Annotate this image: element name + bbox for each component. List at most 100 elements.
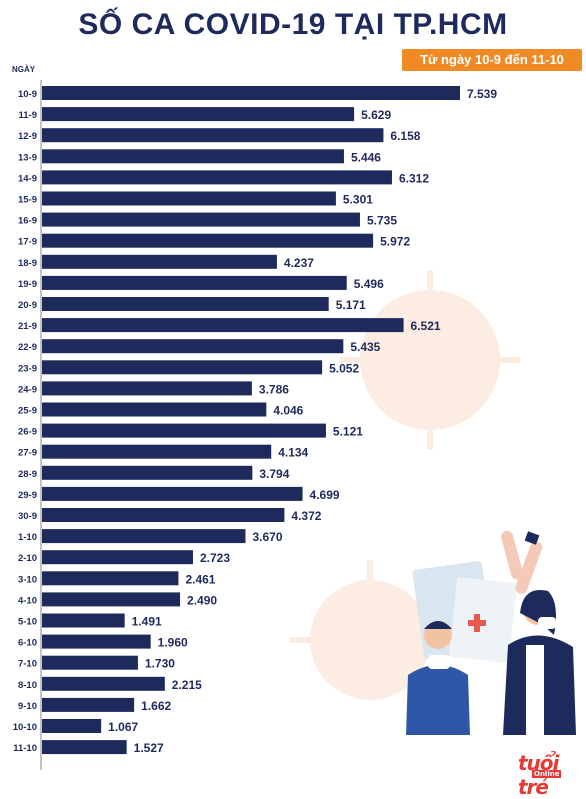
- value-label: 5.171: [336, 298, 366, 312]
- category-label: 23-9: [18, 363, 37, 374]
- value-label: 1.730: [145, 657, 175, 671]
- category-label: 7-10: [18, 659, 37, 670]
- bar: [42, 297, 329, 311]
- value-label: 2.490: [187, 593, 217, 607]
- y-axis-label: NGÀY: [12, 65, 36, 74]
- category-label: 8-10: [18, 680, 37, 691]
- value-label: 5.121: [333, 425, 363, 439]
- bar: [42, 740, 127, 755]
- value-label: 4.237: [284, 256, 314, 270]
- tuoi-tre-logo: tuổi trẻ Online: [518, 751, 562, 799]
- value-label: 5.052: [329, 361, 359, 375]
- category-label: 17-9: [18, 237, 37, 248]
- value-label: 5.301: [343, 193, 373, 207]
- category-label: 6-10: [18, 638, 37, 649]
- category-label: 1-10: [18, 532, 37, 543]
- value-label: 1.067: [108, 720, 138, 734]
- value-label: 1.491: [132, 615, 162, 629]
- bar: [42, 191, 336, 206]
- category-label: 14-9: [18, 173, 37, 184]
- bar: [42, 360, 323, 375]
- category-label: 25-9: [18, 406, 37, 417]
- category-label: 28-9: [18, 469, 37, 480]
- bar: [42, 86, 460, 100]
- value-label: 6.521: [411, 319, 441, 333]
- category-label: 19-9: [18, 279, 37, 290]
- category-label: 20-9: [18, 300, 37, 311]
- value-label: 3.670: [252, 530, 282, 544]
- bar: [42, 444, 272, 459]
- value-label: 1.527: [134, 741, 164, 755]
- category-label: 16-9: [18, 216, 37, 227]
- value-label: 3.786: [259, 382, 289, 396]
- bar: [42, 254, 277, 269]
- bar: [42, 212, 360, 227]
- value-label: 7.539: [467, 87, 497, 101]
- bar: [42, 107, 355, 122]
- value-label: 2.215: [172, 678, 202, 692]
- value-label: 1.662: [141, 699, 171, 713]
- category-label: 29-9: [18, 490, 37, 501]
- bar: [42, 613, 125, 628]
- category-label: 22-9: [18, 342, 37, 353]
- category-label: 13-9: [18, 152, 37, 163]
- value-label: 1.960: [158, 636, 188, 650]
- value-label: 5.496: [354, 277, 384, 291]
- category-label: 11-10: [13, 743, 37, 754]
- value-label: 6.312: [399, 171, 429, 185]
- bar: [42, 402, 267, 417]
- bar: [42, 529, 246, 544]
- value-label: 5.972: [380, 235, 410, 249]
- bar: [42, 697, 135, 712]
- category-label: 10-10: [13, 722, 37, 733]
- bar: [42, 719, 102, 733]
- bar: [42, 128, 384, 143]
- category-label: 3-10: [18, 574, 37, 585]
- value-label: 3.794: [259, 467, 289, 481]
- bar: [42, 508, 285, 522]
- bar: [42, 486, 303, 501]
- category-label: 4-10: [18, 595, 37, 606]
- bar: [42, 149, 344, 164]
- bar: [42, 655, 138, 670]
- bar: [42, 170, 392, 185]
- value-label: 2.723: [200, 551, 230, 565]
- bar: [42, 318, 404, 333]
- bar: [42, 275, 347, 290]
- value-label: 5.629: [361, 108, 391, 122]
- value-label: 6.158: [390, 129, 420, 143]
- value-label: 5.735: [367, 214, 397, 228]
- bar: [42, 423, 326, 438]
- value-label: 4.046: [273, 404, 303, 418]
- value-label: 5.435: [350, 340, 380, 354]
- category-label: 27-9: [18, 448, 37, 459]
- bar: [42, 339, 344, 354]
- category-label: 26-9: [18, 427, 37, 438]
- bar: [42, 550, 193, 565]
- category-label: 21-9: [18, 321, 37, 332]
- category-label: 12-9: [18, 131, 37, 142]
- bar: [42, 676, 165, 691]
- value-label: 4.699: [310, 488, 340, 502]
- category-label: 11-9: [19, 110, 38, 121]
- category-label: 24-9: [18, 384, 37, 395]
- category-label: 9-10: [18, 701, 37, 712]
- category-label: 2-10: [18, 553, 37, 564]
- value-label: 5.446: [351, 150, 381, 164]
- value-label: 4.134: [278, 446, 308, 460]
- value-label: 2.461: [185, 572, 215, 586]
- category-label: 30-9: [18, 511, 37, 522]
- category-label: 5-10: [18, 617, 37, 628]
- bar: [42, 381, 252, 396]
- category-label: 15-9: [18, 195, 37, 206]
- date-range-badge: Từ ngày 10-9 đến 11-10: [402, 49, 582, 71]
- category-label: 18-9: [18, 258, 37, 269]
- category-label: 10-9: [18, 89, 37, 100]
- bar: [42, 465, 253, 480]
- bar: [42, 592, 181, 607]
- bar: [42, 233, 374, 248]
- page-title: SỐ CA COVID-19 TẠI TP.HCM: [78, 8, 508, 41]
- bar: [42, 634, 151, 649]
- bar: [42, 571, 179, 586]
